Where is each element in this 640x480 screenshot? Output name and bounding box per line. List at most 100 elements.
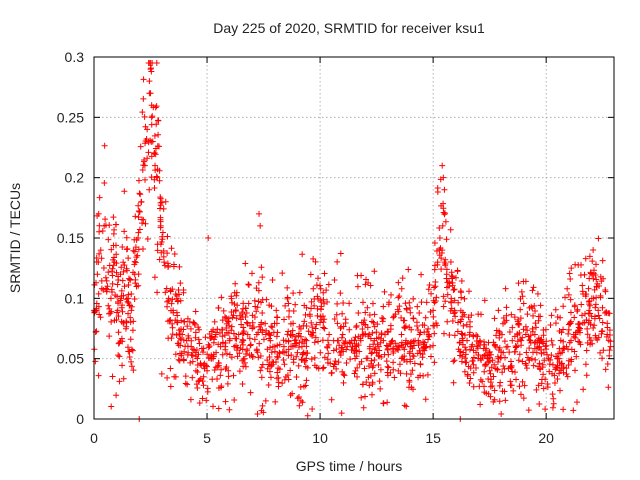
data-point (276, 349, 283, 356)
data-point (522, 278, 529, 285)
data-point (376, 353, 383, 360)
data-point (246, 335, 253, 342)
data-point (440, 330, 447, 337)
data-point (536, 401, 543, 408)
data-point (431, 284, 438, 291)
data-point (119, 308, 126, 315)
data-point (350, 347, 357, 354)
data-point (275, 383, 282, 390)
data-point (281, 376, 288, 383)
data-point (93, 300, 100, 307)
data-point (503, 312, 510, 319)
data-point (281, 361, 288, 368)
data-point (218, 366, 225, 373)
data-point (102, 274, 109, 281)
data-point (571, 303, 578, 310)
data-point (124, 245, 131, 252)
data-point (507, 378, 514, 385)
data-point (511, 369, 518, 376)
data-point (125, 310, 132, 317)
data-point (564, 285, 571, 292)
data-point (205, 354, 212, 361)
data-point (395, 346, 402, 353)
data-point (511, 348, 518, 355)
data-point (120, 375, 127, 382)
data-point (154, 289, 161, 296)
data-point (571, 348, 578, 355)
data-point (128, 346, 135, 353)
data-point (225, 373, 232, 380)
data-point (442, 262, 449, 269)
data-point (448, 295, 455, 302)
data-point (321, 354, 328, 361)
data-point (606, 347, 613, 354)
data-point (516, 351, 523, 358)
data-point (178, 317, 185, 324)
data-point (196, 399, 203, 406)
data-point (508, 382, 515, 389)
data-point (551, 379, 558, 386)
data-point (299, 343, 305, 350)
data-point (446, 280, 453, 287)
data-point (408, 326, 415, 333)
data-point (599, 319, 606, 326)
data-point (464, 371, 471, 378)
data-point (127, 336, 134, 343)
data-point (243, 346, 250, 353)
data-point (158, 239, 165, 246)
data-point (274, 353, 281, 360)
data-point (302, 357, 309, 364)
y-tick-label: 0.3 (65, 49, 85, 65)
data-point (114, 307, 121, 314)
data-point (136, 190, 143, 197)
data-point (487, 351, 494, 358)
data-point (410, 386, 417, 393)
data-point (99, 228, 106, 235)
data-point (470, 383, 477, 390)
data-point (515, 316, 522, 323)
data-point (213, 349, 220, 356)
data-point (262, 331, 269, 338)
data-point (135, 229, 142, 236)
data-point (240, 324, 247, 331)
data-point (296, 402, 303, 409)
data-point (508, 358, 515, 365)
data-point (402, 300, 409, 307)
data-point (556, 328, 563, 335)
data-point (143, 136, 150, 143)
data-point (196, 377, 203, 384)
data-point (130, 318, 137, 325)
data-point (440, 303, 447, 310)
data-point (243, 310, 250, 317)
data-point (470, 369, 477, 376)
data-point (560, 369, 567, 376)
data-point (526, 336, 533, 343)
data-point (343, 360, 350, 367)
data-point (233, 347, 240, 354)
data-point (253, 285, 260, 292)
data-point (296, 330, 303, 337)
x-tick-label: 20 (538, 430, 554, 446)
data-point (228, 295, 235, 302)
data-point (321, 325, 328, 332)
data-point (501, 338, 508, 345)
data-point (401, 325, 408, 332)
data-point (450, 286, 457, 293)
data-point (220, 307, 227, 314)
data-point (156, 177, 163, 184)
data-point (167, 383, 174, 390)
data-point (131, 236, 138, 243)
data-point (317, 297, 324, 304)
data-point (275, 354, 282, 361)
data-point (137, 143, 144, 150)
data-point (376, 378, 383, 385)
data-point (185, 349, 192, 356)
data-point (245, 300, 252, 307)
data-point (138, 198, 145, 205)
data-point (135, 207, 142, 214)
data-point (459, 331, 466, 338)
data-point (450, 379, 457, 386)
data-point (346, 326, 353, 333)
data-point (451, 286, 458, 293)
data-point (436, 225, 443, 232)
